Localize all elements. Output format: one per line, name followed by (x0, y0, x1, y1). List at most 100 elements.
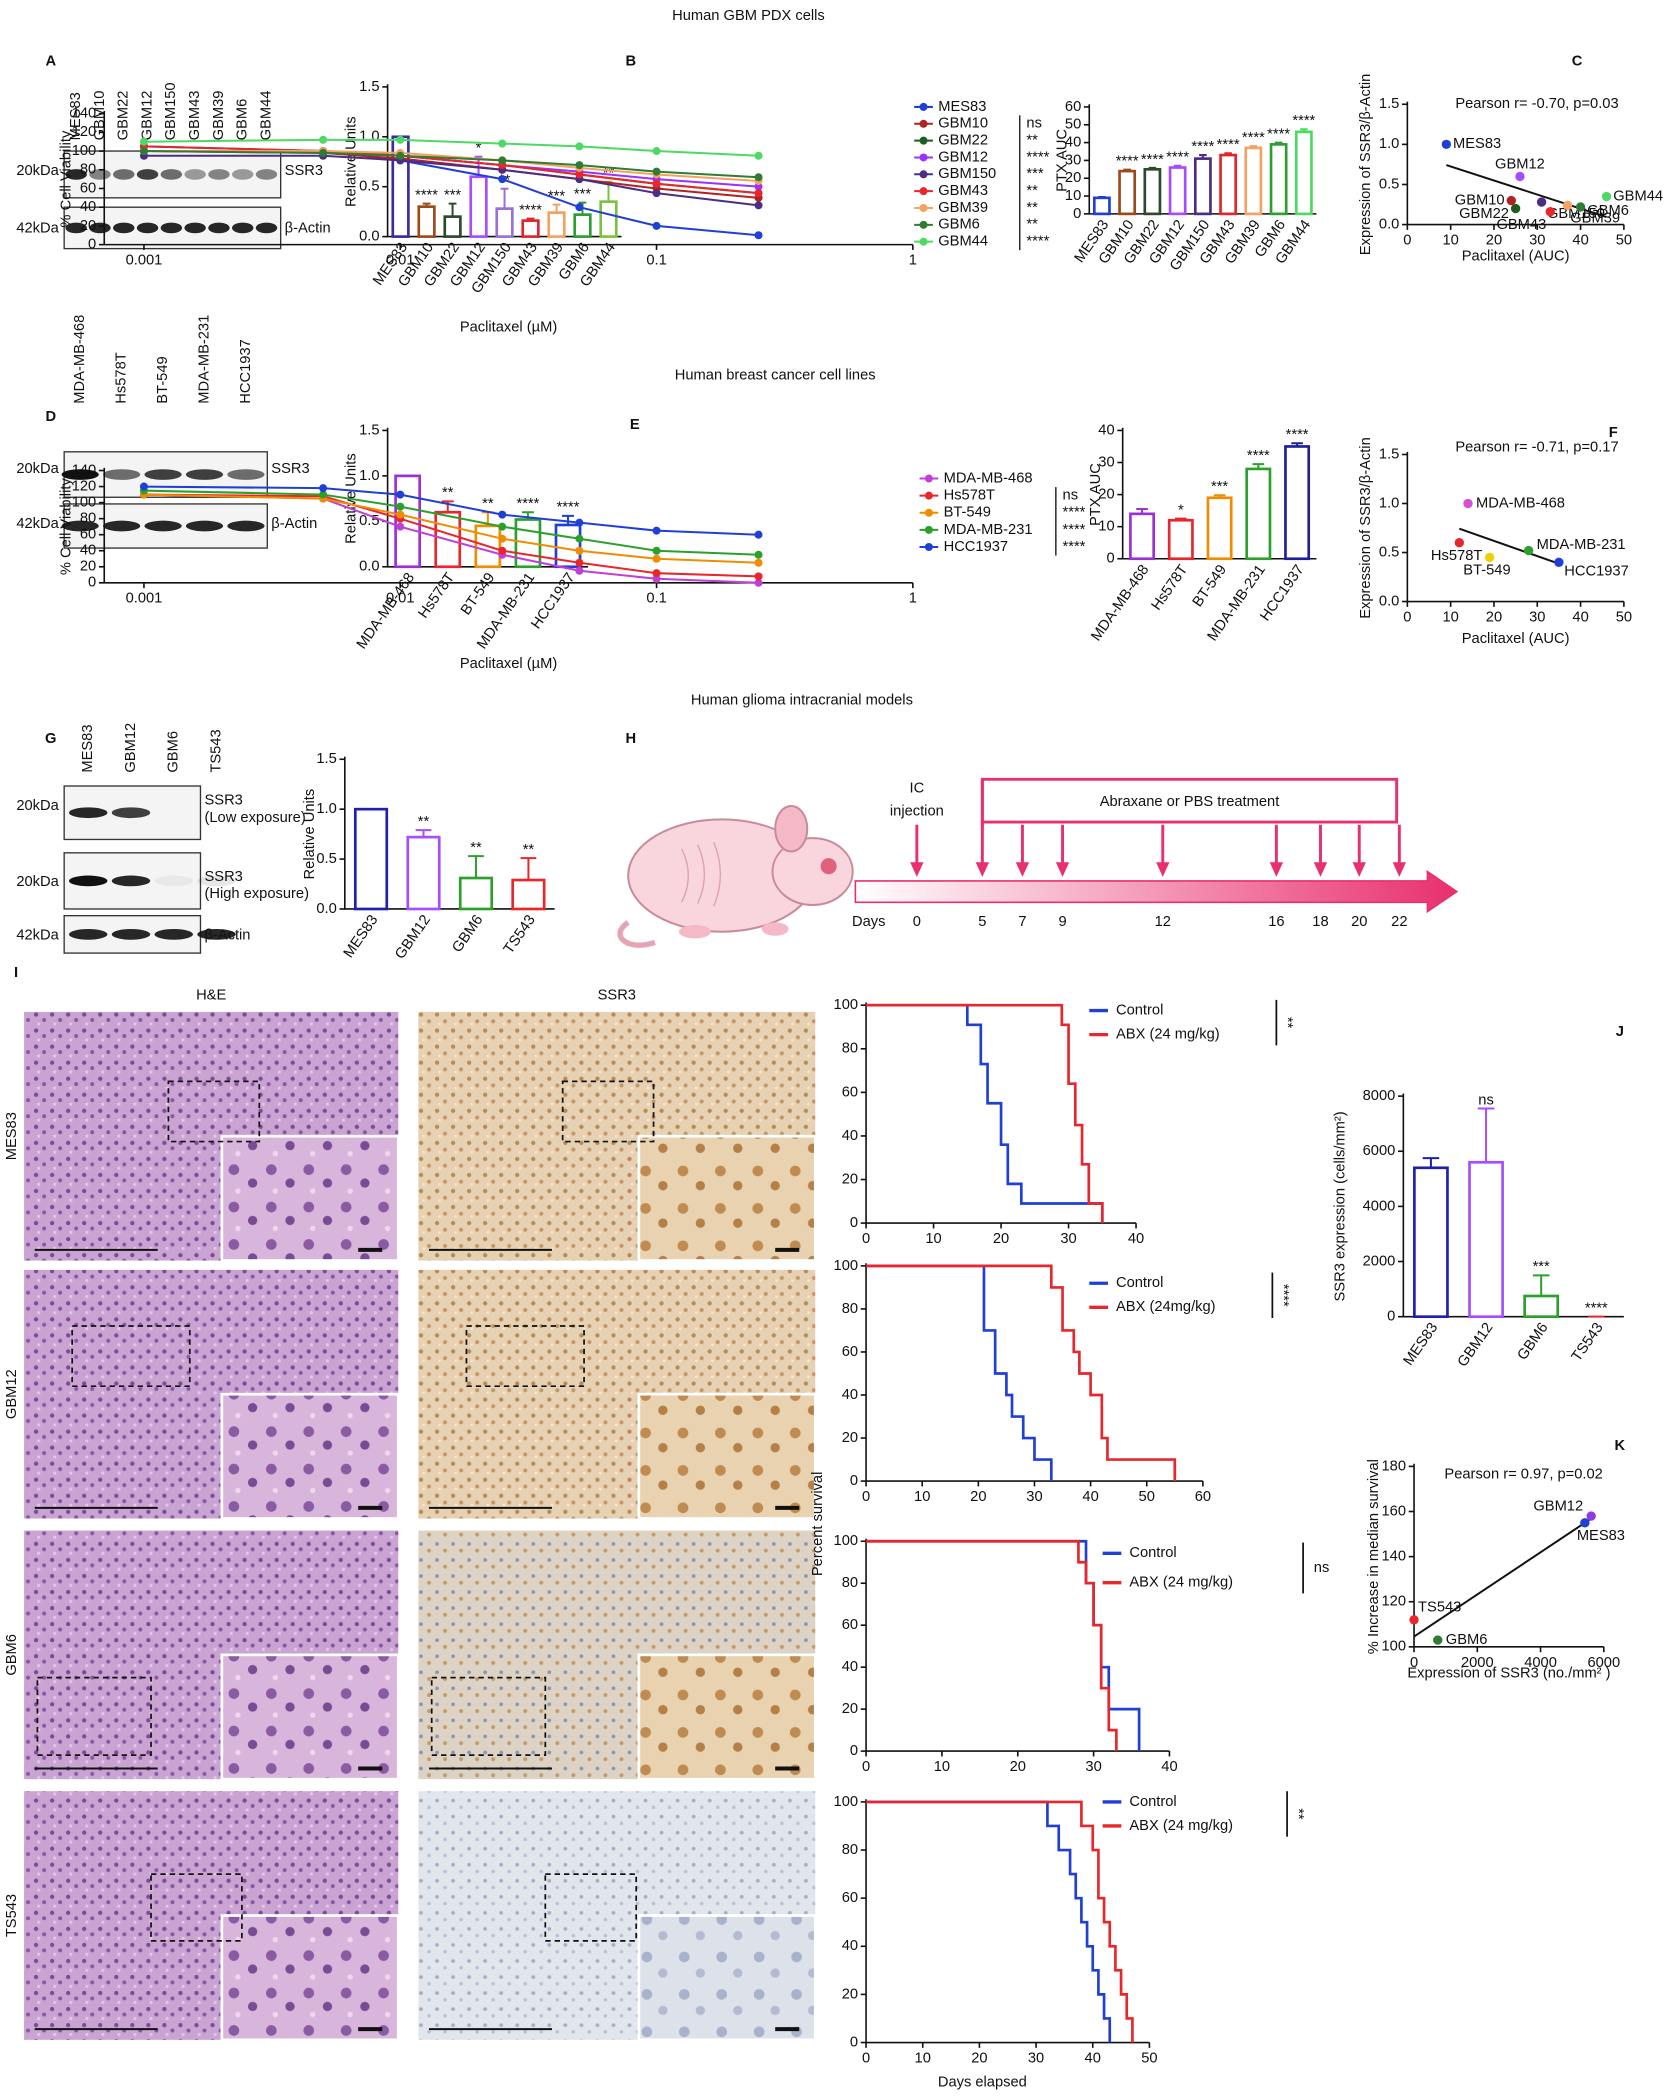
data-point (498, 534, 507, 543)
error-bar (1252, 463, 1265, 469)
bar (547, 211, 566, 238)
x-tick-label: 30 (1028, 2050, 1044, 2066)
survival-curve (866, 1800, 1112, 2043)
legend-marker (919, 153, 928, 162)
inset (220, 1914, 400, 2042)
data-point (575, 546, 584, 555)
blot-band (255, 169, 278, 180)
significance-label: * (476, 141, 482, 157)
panel-letter: G (45, 731, 56, 747)
y-tick-label: 140 (1382, 1549, 1407, 1565)
blot-band (144, 469, 182, 480)
y-tick-label: 40 (1098, 422, 1114, 438)
x-tick-label: BT-549 (458, 570, 498, 618)
y-tick-label: 80 (80, 511, 96, 527)
data-point (1515, 171, 1525, 182)
y-tick-label: 20 (842, 1701, 858, 1717)
x-tick-label: 0 (1403, 233, 1411, 249)
y-tick-label: 40 (842, 1659, 858, 1675)
dose-arrowhead (1392, 862, 1407, 877)
legend-label: ABX (24 mg/kg) (1129, 1818, 1233, 1834)
x-tick-label: 0.001 (126, 253, 163, 269)
blot-band (113, 169, 135, 180)
bar (573, 213, 592, 238)
y-tick-label: 60 (842, 1084, 858, 1100)
legend-label: MDA-MB-231 (944, 522, 1033, 538)
error-bar (1249, 145, 1258, 148)
y-tick-label: 80 (842, 1575, 858, 1591)
x-tick-label: 40 (1128, 1231, 1144, 1247)
error-bar (448, 202, 457, 217)
blot-band (144, 520, 182, 532)
dose-arrowhead (1055, 862, 1070, 877)
dose-arrowhead (910, 862, 924, 877)
error-bar (1136, 508, 1148, 514)
day-label: 0 (913, 914, 921, 930)
day-label: 18 (1312, 914, 1328, 930)
data-point (652, 569, 661, 578)
panel-letter: H (626, 731, 637, 747)
data-point (1409, 1615, 1419, 1625)
significance-label: **** (1063, 522, 1086, 538)
legend-marker (919, 237, 928, 246)
y-tick-label: 20 (80, 559, 96, 575)
y-tick-label: 10 (1098, 519, 1114, 535)
y-tick-label: 20 (80, 218, 96, 234)
y-tick-label: 0 (88, 575, 96, 591)
y-axis-label: % Cell Viability (59, 478, 75, 576)
legend-label: GBM10 (938, 116, 988, 132)
error-bar (1123, 168, 1131, 172)
data-point (1586, 1511, 1596, 1521)
band-note: (Low exposure) (204, 810, 305, 826)
y-axis-label: PTX AUC (1054, 129, 1070, 192)
lane-label: MDA-MB-231 (196, 315, 212, 404)
blot-band (197, 875, 236, 887)
legend-marker (919, 119, 928, 128)
lane-label: MES83 (68, 92, 84, 140)
x-tick-label: 1 (909, 253, 917, 269)
significance-label: **** (1217, 137, 1240, 153)
data-point (754, 201, 763, 210)
significance-label: **** (1026, 234, 1049, 250)
significance-label: **** (1292, 113, 1315, 129)
y-tick-label: 0.5 (1379, 544, 1399, 560)
error-bar (1477, 1107, 1495, 1163)
x-tick-label: 40 (1082, 1489, 1098, 1505)
bar (1219, 153, 1238, 216)
marker-label: 20kDa (16, 798, 59, 814)
y-tick-label: 140 (72, 462, 97, 478)
significance-label: ** (442, 485, 454, 501)
lane-label: GBM150 (163, 82, 179, 140)
error-bar (415, 829, 432, 838)
significance-label: *** (444, 188, 461, 204)
bar (1294, 130, 1313, 216)
bar (469, 175, 488, 238)
row-label: GBM6 (4, 1634, 20, 1676)
x-tick-label: GBM12 (392, 912, 434, 962)
significance-label: **** (1141, 152, 1164, 168)
bar (1284, 445, 1311, 561)
x-tick-label: 30 (1026, 1489, 1042, 1505)
legend-label: HCC1937 (944, 539, 1008, 555)
x-tick-label: 20 (971, 2050, 987, 2066)
point-label: GBM10 (1455, 192, 1505, 208)
inset (637, 1392, 817, 1520)
x-tick-label: 0.1 (646, 253, 666, 269)
blot-band (136, 169, 159, 180)
y-tick-label: 40 (80, 199, 96, 215)
blot-band (185, 469, 224, 480)
y-tick-label: 1.0 (1379, 495, 1399, 511)
legend-label: Control (1129, 1794, 1176, 1810)
data-point (575, 203, 584, 212)
lane-label: GBM6 (235, 99, 251, 141)
data-point (754, 530, 763, 539)
legend-label: ABX (24 mg/kg) (1129, 1575, 1233, 1591)
lane-label: MES83 (80, 724, 96, 772)
significance-label: **** (1585, 1301, 1608, 1317)
error-bar (1173, 164, 1182, 168)
data-point (498, 156, 507, 165)
x-tick-label: 30 (1529, 233, 1545, 249)
x-tick-label: MES83 (341, 912, 382, 961)
y-tick-label: 0.5 (316, 851, 336, 867)
inset (220, 1134, 400, 1262)
